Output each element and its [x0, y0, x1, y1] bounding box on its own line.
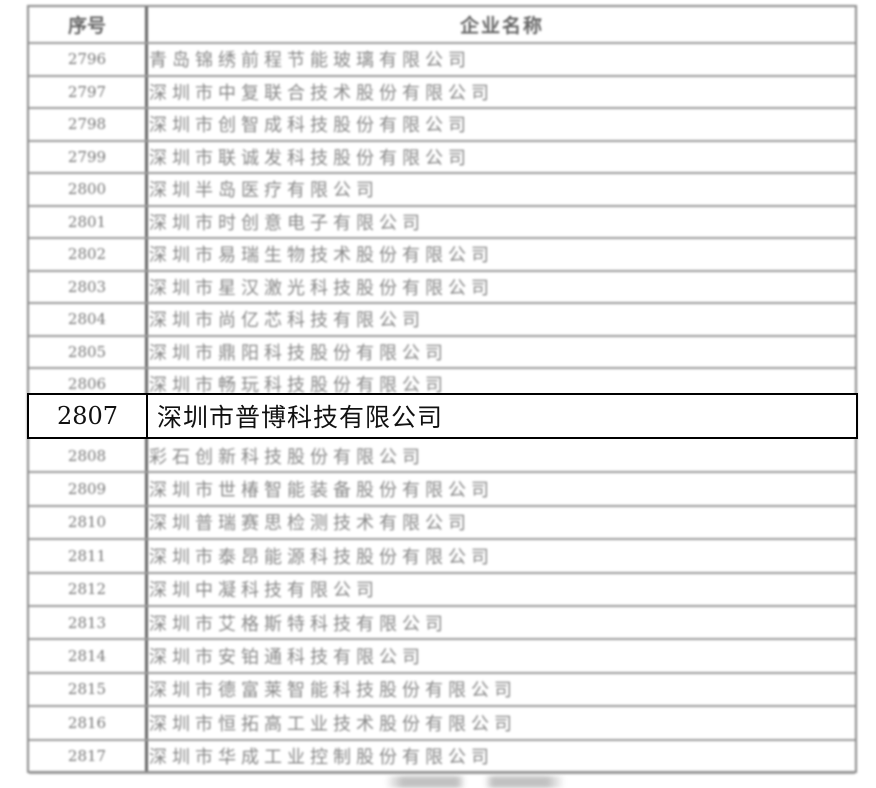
highlighted-row: 2807 深圳市普博科技有限公司	[27, 393, 858, 439]
row-number: 2812	[67, 580, 107, 599]
table-row: 2814 深圳市安铂通科技有限公司	[29, 640, 855, 674]
blurred-document-table: 序号 企业名称 2796 青岛锦绣前程节能玻璃有限公司 2797 深圳市中复联合技术股…	[27, 5, 857, 774]
highlighted-number: 2807	[56, 402, 119, 430]
table-row: 2798 深圳市创智成科技股份有限公司	[29, 109, 855, 142]
row-number: 2805	[67, 342, 107, 361]
company-name: 深圳市恒拓高工业技术股份有限公司	[149, 713, 517, 735]
company-name: 深圳市易瑞生物技术股份有限公司	[149, 245, 494, 267]
company-name: 深圳市泰昂能源科技股份有限公司	[149, 546, 494, 568]
table-header: 序号 企业名称	[29, 7, 855, 44]
company-name: 深圳市创智成科技股份有限公司	[149, 115, 471, 137]
table-row: 2813 深圳市艾格斯特科技有限公司	[29, 607, 855, 641]
table-row: 2812 深圳中凝科技有限公司	[29, 574, 855, 607]
row-number: 2806	[67, 375, 107, 394]
company-name: 深圳市中复联合技术股份有限公司	[149, 82, 494, 104]
header-name: 企业名称	[459, 15, 544, 37]
company-name: 深圳中凝科技有限公司	[149, 580, 379, 602]
company-name: 深圳市华成工业控制股份有限公司	[149, 747, 494, 769]
table-row: 2801 深圳市时创意电子有限公司	[29, 207, 855, 239]
row-number: 2817	[67, 747, 107, 766]
row-number: 2810	[67, 513, 107, 532]
table-row: 2797 深圳市中复联合技术股份有限公司	[29, 77, 855, 109]
table-row: 2808 彩石创新科技股份有限公司	[29, 440, 855, 474]
table-row: 2805 深圳市鼎阳科技股份有限公司	[29, 337, 855, 369]
row-number: 2801	[67, 212, 107, 231]
row-number: 2802	[67, 245, 107, 264]
table-row: 2799 深圳市联诚发科技股份有限公司	[29, 142, 855, 174]
table-row: 2800 深圳半岛医疗有限公司	[29, 174, 855, 207]
company-name: 深圳市艾格斯特科技有限公司	[149, 613, 448, 635]
column-divider	[145, 7, 148, 771]
table-row: 2809 深圳市世椿智能装备股份有限公司	[29, 473, 855, 507]
header-number: 序号	[67, 15, 106, 37]
company-name: 深圳市德富莱智能科技股份有限公司	[149, 680, 517, 702]
table-row: 2803 深圳市星汉激光科技股份有限公司	[29, 272, 855, 304]
row-number: 2815	[67, 680, 107, 699]
company-name: 深圳市畅玩科技股份有限公司	[149, 375, 448, 397]
company-name: 深圳市尚亿芯科技有限公司	[149, 310, 425, 332]
company-name: 深圳市鼎阳科技股份有限公司	[149, 342, 448, 364]
table-row: 2816 深圳市恒拓高工业技术股份有限公司	[29, 707, 855, 741]
row-number: 2798	[67, 115, 107, 134]
company-name: 青岛锦绣前程节能玻璃有限公司	[149, 50, 471, 72]
row-number: 2804	[67, 310, 107, 329]
row-number: 2811	[67, 546, 107, 565]
table-row: 2796 青岛锦绣前程节能玻璃有限公司	[29, 44, 855, 77]
company-name: 彩石创新科技股份有限公司	[149, 446, 425, 468]
company-name: 深圳市时创意电子有限公司	[149, 212, 425, 234]
company-name: 深圳市世椿智能装备股份有限公司	[149, 480, 494, 502]
row-number: 2808	[67, 446, 107, 465]
table-row: 2811 深圳市泰昂能源科技股份有限公司	[29, 540, 855, 574]
page-footer	[385, 776, 565, 788]
company-name: 深圳普瑞赛思检测技术有限公司	[149, 513, 471, 535]
row-number: 2809	[67, 480, 107, 499]
table-row: 2802 深圳市易瑞生物技术股份有限公司	[29, 239, 855, 272]
row-number: 2803	[67, 277, 107, 296]
column-divider	[146, 395, 148, 437]
highlighted-name: 深圳市普博科技有限公司	[157, 403, 444, 432]
company-name: 深圳市联诚发科技股份有限公司	[149, 147, 471, 169]
row-number: 2799	[67, 147, 107, 166]
row-number: 2800	[67, 180, 107, 199]
company-name: 深圳市安铂通科技有限公司	[149, 647, 425, 669]
row-number: 2816	[67, 713, 107, 732]
table-row: 2804 深圳市尚亿芯科技有限公司	[29, 304, 855, 337]
company-name: 深圳半岛医疗有限公司	[149, 180, 379, 202]
company-name: 深圳市星汉激光科技股份有限公司	[149, 277, 494, 299]
row-number: 2813	[67, 613, 107, 632]
table-row: 2815 深圳市德富莱智能科技股份有限公司	[29, 674, 855, 708]
table-row: 2817 深圳市华成工业控制股份有限公司	[29, 741, 855, 774]
row-number: 2797	[67, 82, 107, 101]
row-number: 2796	[67, 50, 107, 69]
table-row: 2810 深圳普瑞赛思检测技术有限公司	[29, 507, 855, 541]
row-number: 2814	[67, 647, 107, 666]
